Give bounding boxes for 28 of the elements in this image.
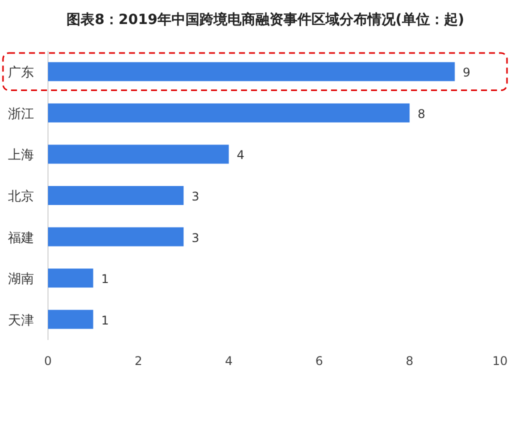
bar [48, 268, 94, 288]
data-label: 9 [462, 66, 470, 80]
y-tick-label: 上海 [8, 148, 34, 164]
y-tick-label: 福建 [8, 230, 34, 246]
bar [48, 62, 455, 82]
data-label: 3 [192, 190, 200, 204]
x-tick-label: 8 [406, 354, 414, 368]
x-tick-label: 6 [315, 354, 324, 368]
bar [48, 310, 94, 329]
data-label: 8 [418, 106, 426, 121]
bar [48, 103, 410, 122]
bar [48, 227, 184, 246]
y-tick-label: 广东 [8, 66, 34, 81]
bar [48, 144, 229, 164]
data-label: 3 [192, 230, 200, 245]
data-label: 1 [101, 313, 109, 328]
y-tick-label: 湖南 [8, 272, 34, 288]
x-tick-label: 0 [44, 354, 52, 368]
x-tick-label: 2 [134, 354, 142, 368]
data-label: 4 [236, 148, 244, 162]
y-tick-label: 北京 [8, 190, 34, 204]
data-label: 1 [101, 272, 109, 286]
x-tick-label: 10 [492, 354, 508, 368]
y-tick-label: 浙江 [8, 106, 34, 122]
bar [48, 186, 184, 205]
y-tick-label: 天津 [8, 313, 34, 328]
chart-title: 图表8：2019年中国跨境电商融资事件区域分布情况(单位：起) [66, 11, 464, 28]
x-tick-label: 4 [224, 354, 233, 368]
